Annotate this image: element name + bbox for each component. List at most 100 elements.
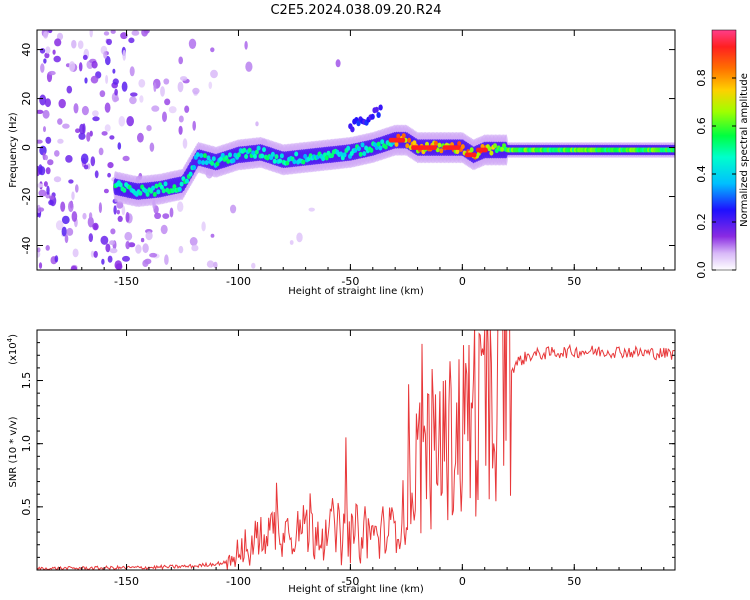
ridge-core [342,152,347,158]
ridge-core [172,184,177,190]
noise-blob [98,147,104,156]
noise-blob [208,81,213,90]
noise-blob [55,220,64,231]
noise-blob [210,69,218,79]
noise-blob [121,205,126,216]
ridge-core [260,153,265,159]
ridge-core [301,159,306,165]
noise-blob [54,255,59,263]
noise-blob [106,38,112,46]
noise-blob [154,212,162,219]
noise-blob [68,179,74,184]
snr-ylabel: SNR (10 * v/v) [8,416,19,487]
noise-blob [43,181,48,187]
y-tick-label: 1.0 [20,435,33,453]
colorbar-tick-label: 0.8 [695,69,708,87]
x-tick-label: 50 [567,275,581,288]
noise-blob [126,116,134,127]
noise-blob [296,232,303,243]
noise-blob [105,243,111,253]
noise-blob [54,150,60,157]
svg-text:(x104): (x104) [6,334,19,365]
noise-blob [138,79,146,88]
ridge-core [330,153,334,159]
x-tick-label: 0 [459,275,466,288]
ridge-core [156,189,161,195]
noise-blob [163,78,170,85]
ridge-core [439,148,444,154]
ridge-core [324,155,329,161]
noise-blob [46,185,50,195]
y-tick-label: 0 [20,144,33,151]
spectrogram-frame [36,29,676,271]
noise-blob [192,87,200,95]
colorbar [712,30,736,270]
noise-blob [48,30,53,34]
ridge-core [437,142,442,148]
ridge-core [339,151,343,157]
noise-blob [105,74,109,84]
ridge-core [197,159,202,165]
ridge-core [161,188,166,194]
noise-blob [130,92,138,97]
noise-blob [64,234,69,244]
ridge-core [493,143,497,149]
noise-blob [116,209,121,215]
noise-blob [188,38,197,49]
noise-blob [66,227,74,236]
ridge-core [206,155,211,161]
noise-blob [84,77,88,84]
noise-blob [109,135,115,140]
ridge-core [457,141,462,147]
noise-blob [149,142,155,152]
snr-xlabel: Height of straight line (km) [288,584,424,595]
noise-blob [56,32,64,41]
noise-blob [45,167,51,175]
noise-blob [92,110,99,117]
y-tick-label: 1.5 [20,372,33,390]
ridge-core [279,153,284,159]
noise-blob [101,258,105,265]
noise-blob [101,131,108,136]
ridge-core [401,133,406,139]
noise-blob [210,233,215,238]
ridge-core [256,145,261,151]
noise-blob [77,40,84,49]
noise-blob [113,205,117,215]
colorbar-tick-label: 0.6 [695,117,708,135]
ridge-core [138,190,143,196]
ridge-core [383,144,388,150]
ridge-core [356,146,361,152]
noise-blob [184,105,190,113]
ridge-core [369,147,374,153]
noise-blob [44,154,48,161]
x-tick-label: 50 [567,575,581,588]
noise-blob [129,66,135,77]
x-tick-label: -50 [341,275,359,288]
noise-blob [128,37,135,44]
noise-blob [105,55,111,66]
ridge-core [195,152,200,158]
noise-blob [78,132,86,140]
noise-blob [61,215,70,225]
noise-blob [145,231,153,241]
ridge-core [145,191,150,197]
snr-x-ticks: -150 -100 -50 0 50 [36,330,665,588]
noise-blob [178,56,183,65]
noise-blob [142,259,149,267]
noise-blob [45,46,51,54]
y-tick-label: -20 [20,188,33,206]
noise-blob [71,211,78,222]
snr-scale-label: (x104) [6,334,19,365]
ridge-core [253,153,257,159]
noise-blob [135,244,142,254]
noise-blob [92,222,99,231]
noise-blob [38,164,43,175]
noise-blob [61,226,67,237]
noise-blob [146,125,152,132]
snr-content [37,330,675,570]
noise-blob [43,126,46,133]
noise-blob [137,132,144,143]
ridge-core [460,144,465,150]
